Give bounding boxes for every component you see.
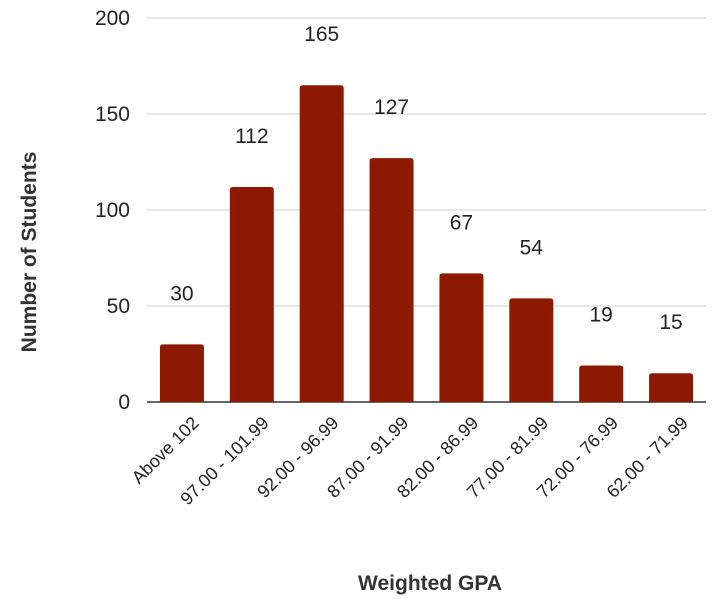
data-label: 165	[304, 23, 339, 46]
bar	[649, 373, 694, 402]
bar	[579, 365, 624, 402]
data-label: 54	[520, 236, 544, 259]
y-axis-title: Number of Students	[18, 152, 41, 353]
x-tick-label: Above 102	[128, 413, 203, 488]
bar	[159, 344, 204, 402]
data-label: 112	[235, 125, 268, 148]
y-tick-labels: 0 50 100 150 200	[95, 7, 130, 414]
data-labels: 30 112 165 127 67 54 19 15	[170, 23, 682, 334]
bars	[159, 85, 694, 402]
y-tick-label: 100	[95, 199, 130, 222]
bar	[509, 298, 554, 402]
bar	[299, 85, 344, 402]
y-tick-label: 50	[107, 295, 130, 318]
y-tick-label: 150	[95, 103, 130, 126]
data-label: 67	[450, 211, 473, 234]
bar	[369, 158, 414, 402]
data-label: 15	[659, 311, 682, 334]
data-label: 127	[374, 96, 409, 119]
data-label: 30	[170, 282, 193, 305]
bar	[229, 186, 274, 402]
data-label: 19	[590, 304, 613, 327]
y-tick-label: 200	[95, 7, 130, 30]
y-tick-label: 0	[118, 391, 130, 414]
x-axis-title: Weighted GPA	[358, 572, 502, 595]
bar	[439, 273, 484, 402]
